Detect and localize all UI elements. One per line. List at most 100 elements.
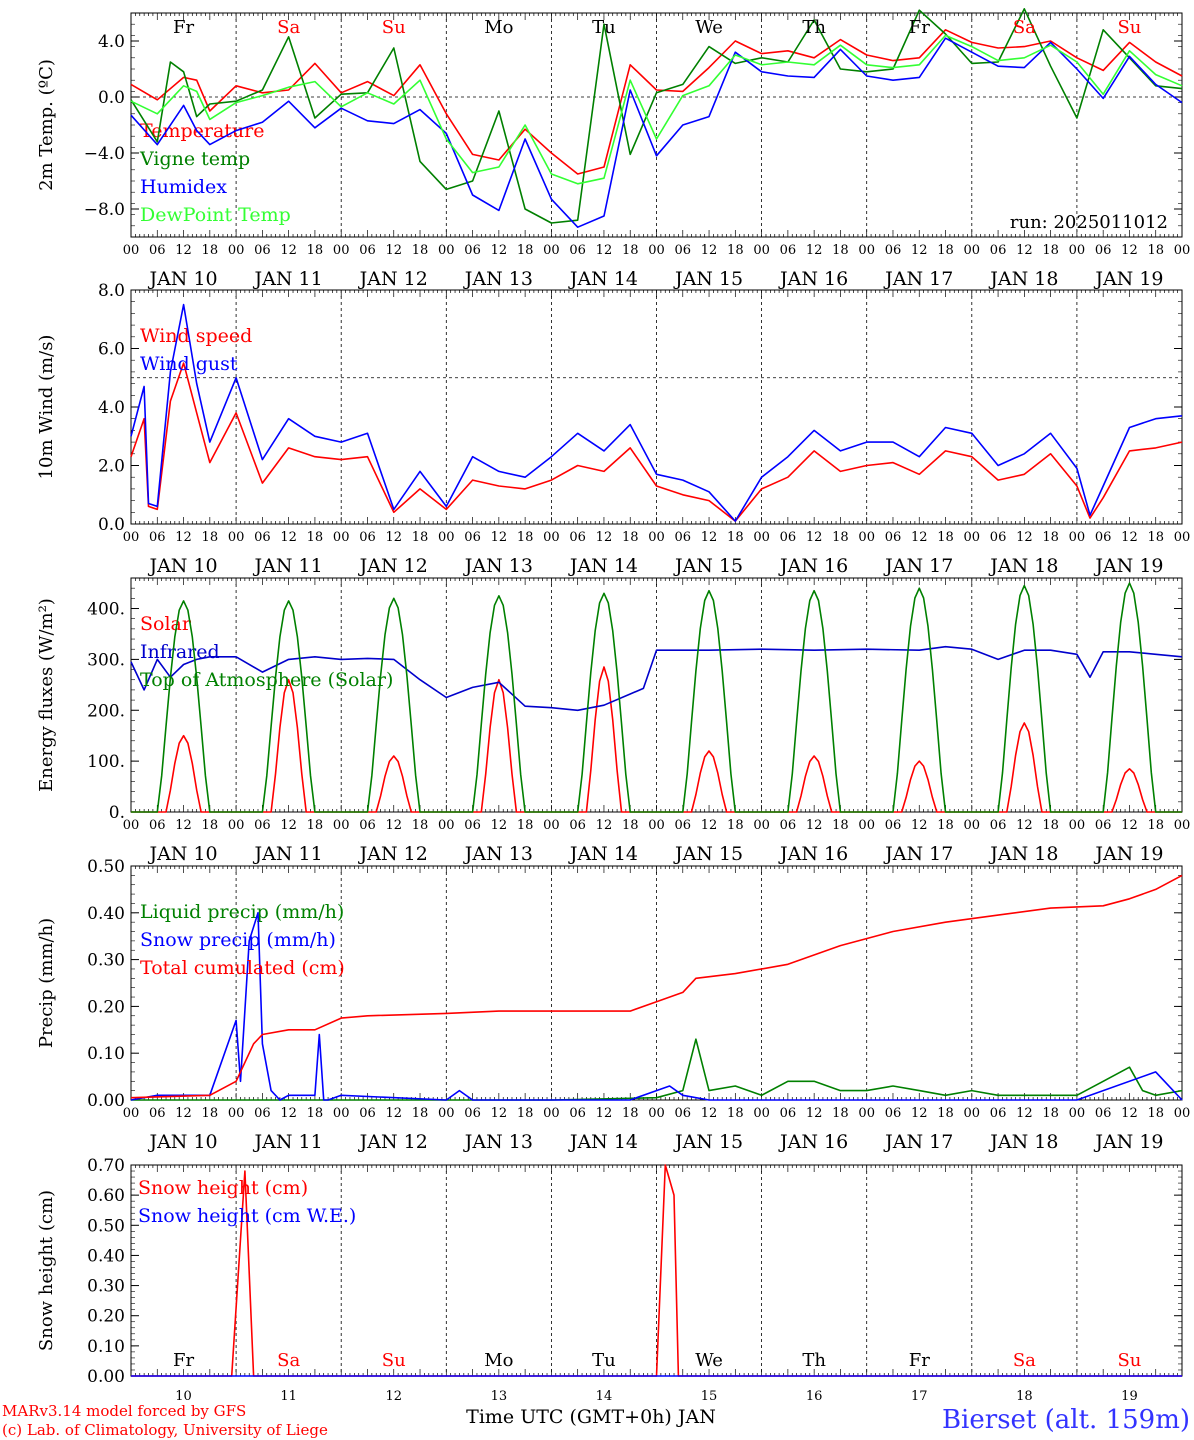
x-hour-label: 06 — [569, 530, 586, 545]
x-hour-label: 00 — [964, 530, 981, 545]
x-hour-label: 18 — [1147, 818, 1164, 833]
x-date-label: JAN 14 — [568, 1131, 638, 1153]
day-number-label: 12 — [385, 1389, 402, 1404]
x-hour-label: 18 — [202, 1106, 219, 1121]
x-hour-label: 18 — [727, 1106, 744, 1121]
weekday-label: Th — [802, 17, 826, 38]
weekday-label: Sa — [277, 1350, 300, 1371]
x-hour-label: 06 — [1095, 243, 1112, 258]
x-hour-label: 00 — [333, 1106, 350, 1121]
x-hour-label: 06 — [675, 243, 692, 258]
weekday-label: Su — [1117, 1350, 1141, 1371]
x-hour-label: 12 — [280, 1106, 297, 1121]
weekday-label: Su — [1117, 17, 1141, 38]
x-hour-label: 18 — [937, 1106, 954, 1121]
x-hour-label: 00 — [648, 530, 665, 545]
x-hour-label: 12 — [491, 818, 508, 833]
x-hour-label: 18 — [412, 818, 429, 833]
x-hour-label: 00 — [858, 818, 875, 833]
x-hour-label: 06 — [1095, 530, 1112, 545]
x-hour-label: 12 — [175, 1106, 192, 1121]
day-number-label: 16 — [806, 1389, 823, 1404]
weekday-label: Fr — [173, 17, 194, 38]
y-tick-label: 0.10 — [87, 1044, 125, 1064]
y-tick-label: 200. — [87, 701, 125, 721]
x-hour-label: 06 — [780, 818, 797, 833]
weekday-label: Su — [382, 17, 406, 38]
x-hour-label: 00 — [123, 818, 140, 833]
legend-entry: Infrared — [140, 641, 220, 663]
x-hour-label: 18 — [517, 818, 534, 833]
y-tick-label: 0.60 — [87, 1186, 125, 1206]
x-hour-label: 00 — [753, 818, 770, 833]
x-hour-label: 18 — [832, 530, 849, 545]
x-hour-label: 18 — [727, 530, 744, 545]
day-number-label: 14 — [596, 1389, 613, 1404]
x-hour-label: 06 — [885, 530, 902, 545]
y-axis-title: 2m Temp. (ºC) — [36, 59, 57, 191]
legend-entry: Liquid precip (mm/h) — [140, 901, 344, 923]
x-hour-label: 18 — [622, 1106, 639, 1121]
x-hour-label: 00 — [858, 530, 875, 545]
x-hour-label: 12 — [491, 530, 508, 545]
legend-entry: Total cumulated (cm) — [140, 957, 345, 979]
x-date-label: JAN 18 — [988, 555, 1058, 577]
x-hour-label: 12 — [385, 818, 402, 833]
x-hour-label: 12 — [911, 818, 928, 833]
weekday-label: Mo — [484, 17, 513, 38]
x-hour-label: 18 — [1042, 530, 1059, 545]
x-hour-label: 06 — [254, 530, 271, 545]
x-hour-label: 18 — [307, 818, 324, 833]
x-hour-label: 18 — [307, 1106, 324, 1121]
x-date-label: JAN 15 — [673, 843, 743, 865]
x-hour-label: 00 — [228, 530, 245, 545]
legend-entry: Snow height (cm) — [138, 1177, 308, 1199]
x-hour-label: 18 — [202, 530, 219, 545]
x-hour-label: 12 — [806, 1106, 823, 1121]
legend-entry: Snow precip (mm/h) — [140, 929, 336, 951]
series-line-top-of-atmosphere-solar — [131, 582, 1182, 813]
x-hour-label: 18 — [727, 818, 744, 833]
x-date-label: JAN 16 — [778, 1131, 848, 1153]
x-hour-label: 12 — [280, 530, 297, 545]
y-tick-label: 0.40 — [87, 904, 125, 924]
x-hour-label: 00 — [123, 530, 140, 545]
day-number-label: 13 — [491, 1389, 508, 1404]
x-hour-label: 18 — [517, 243, 534, 258]
x-hour-label: 06 — [885, 818, 902, 833]
x-date-label: JAN 17 — [883, 1131, 953, 1153]
x-hour-label: 18 — [832, 243, 849, 258]
y-tick-label: −4.0 — [84, 144, 125, 164]
weekday-label: Fr — [909, 17, 930, 38]
x-hour-label: 12 — [1121, 243, 1138, 258]
x-hour-label: 06 — [675, 1106, 692, 1121]
x-hour-label: 00 — [964, 1106, 981, 1121]
x-hour-label: 12 — [1016, 243, 1033, 258]
x-date-label: JAN 11 — [253, 1131, 323, 1153]
x-date-label: JAN 12 — [358, 843, 428, 865]
y-tick-label: 2.0 — [98, 457, 125, 477]
x-hour-label: 18 — [832, 1106, 849, 1121]
x-hour-label: 06 — [254, 1106, 271, 1121]
x-hour-label: 12 — [491, 243, 508, 258]
y-tick-label: 300. — [87, 650, 125, 670]
x-hour-label: 12 — [385, 1106, 402, 1121]
x-date-label: JAN 13 — [463, 843, 533, 865]
weekday-label: Tu — [592, 1350, 616, 1371]
y-tick-label: 4.0 — [98, 32, 125, 52]
x-hour-label: 00 — [753, 1106, 770, 1121]
panel-2: 0.0 2.0 4.0 6.0 8.0 10m Wind (m/s) Wind speed W… — [36, 281, 1190, 577]
x-hour-label: 06 — [359, 530, 376, 545]
x-date-label: JAN 12 — [358, 555, 428, 577]
x-hour-label: 18 — [937, 243, 954, 258]
x-hour-label: 00 — [438, 818, 455, 833]
x-hour-label: 18 — [1042, 1106, 1059, 1121]
x-hour-label: 12 — [175, 530, 192, 545]
x-hour-label: 18 — [307, 530, 324, 545]
x-hour-label: 06 — [569, 818, 586, 833]
x-date-label: JAN 10 — [147, 1131, 217, 1153]
x-hour-label: 00 — [333, 818, 350, 833]
x-date-label: JAN 16 — [778, 555, 848, 577]
x-hour-label: 12 — [701, 530, 718, 545]
x-hour-label: 00 — [858, 1106, 875, 1121]
